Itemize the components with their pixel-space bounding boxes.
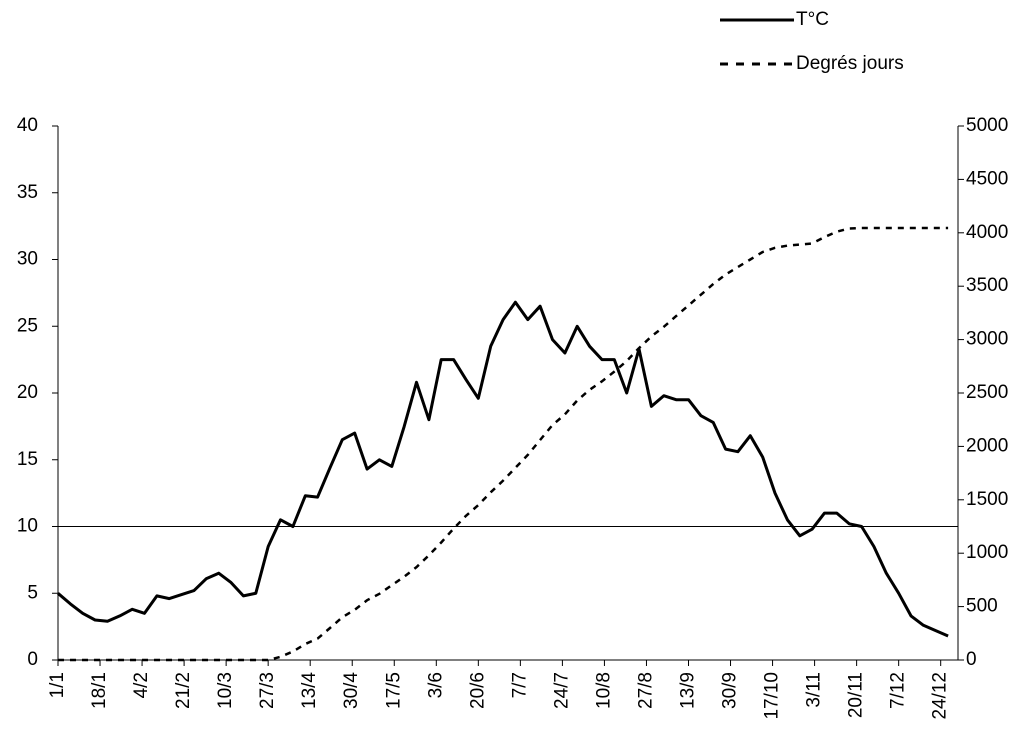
x-tick-label: 20/6 bbox=[467, 672, 488, 709]
x-tick-label: 21/2 bbox=[173, 672, 194, 709]
x-tick-label: 13/4 bbox=[299, 672, 320, 709]
y-tick-label: 25 bbox=[17, 315, 38, 336]
x-tick-label: 27/8 bbox=[635, 672, 656, 709]
y2-tick-label: 0 bbox=[966, 649, 977, 670]
y-tick-label: 0 bbox=[27, 649, 38, 670]
x-tick-label: 30/9 bbox=[720, 672, 741, 709]
x-tick-label: 30/4 bbox=[341, 672, 362, 709]
y2-tick-label: 2000 bbox=[966, 435, 1008, 456]
x-tick-label: 24/7 bbox=[551, 672, 572, 709]
x-tick-label: 10/8 bbox=[593, 672, 614, 709]
x-tick-label: 17/10 bbox=[762, 672, 783, 720]
y2-tick-label: 2500 bbox=[966, 382, 1008, 403]
y-tick-label: 40 bbox=[17, 115, 38, 136]
y-tick-label: 10 bbox=[17, 516, 38, 537]
x-tick-label: 18/1 bbox=[89, 672, 110, 709]
y2-tick-label: 4000 bbox=[966, 222, 1008, 243]
x-tick-label: 24/12 bbox=[930, 672, 951, 720]
x-tick-label: 7/12 bbox=[888, 672, 909, 709]
x-tick-label: 1/1 bbox=[47, 672, 68, 698]
y-tick-label: 30 bbox=[17, 249, 38, 270]
series-line bbox=[58, 226, 949, 662]
y2-tick-label: 3000 bbox=[966, 329, 1008, 350]
y2-tick-label: 1000 bbox=[966, 542, 1008, 563]
x-tick-label: 3/6 bbox=[425, 672, 446, 698]
y2-tick-label: 5000 bbox=[966, 115, 1008, 136]
y-tick-label: 20 bbox=[17, 382, 38, 403]
x-tick-label: 10/3 bbox=[215, 672, 236, 709]
x-tick-label: 27/3 bbox=[257, 672, 278, 709]
x-tick-label: 20/11 bbox=[846, 672, 867, 718]
y2-tick-label: 500 bbox=[966, 596, 998, 617]
y2-tick-label: 1500 bbox=[966, 489, 1008, 510]
x-tick-label: 7/7 bbox=[509, 672, 530, 698]
y-tick-label: 5 bbox=[27, 582, 38, 603]
x-tick-label: 3/11 bbox=[804, 672, 825, 708]
x-tick-label: 17/5 bbox=[383, 672, 404, 709]
y-tick-label: 35 bbox=[17, 182, 38, 203]
x-tick-label: 13/9 bbox=[678, 672, 699, 709]
legend-label: T°C bbox=[796, 9, 829, 30]
y-tick-label: 15 bbox=[17, 449, 38, 470]
series-line bbox=[57, 300, 949, 638]
legend-label: Degrés jours bbox=[796, 53, 904, 74]
y2-tick-label: 4500 bbox=[966, 168, 1008, 189]
y2-tick-label: 3500 bbox=[966, 275, 1008, 296]
x-tick-label: 4/2 bbox=[131, 672, 152, 698]
